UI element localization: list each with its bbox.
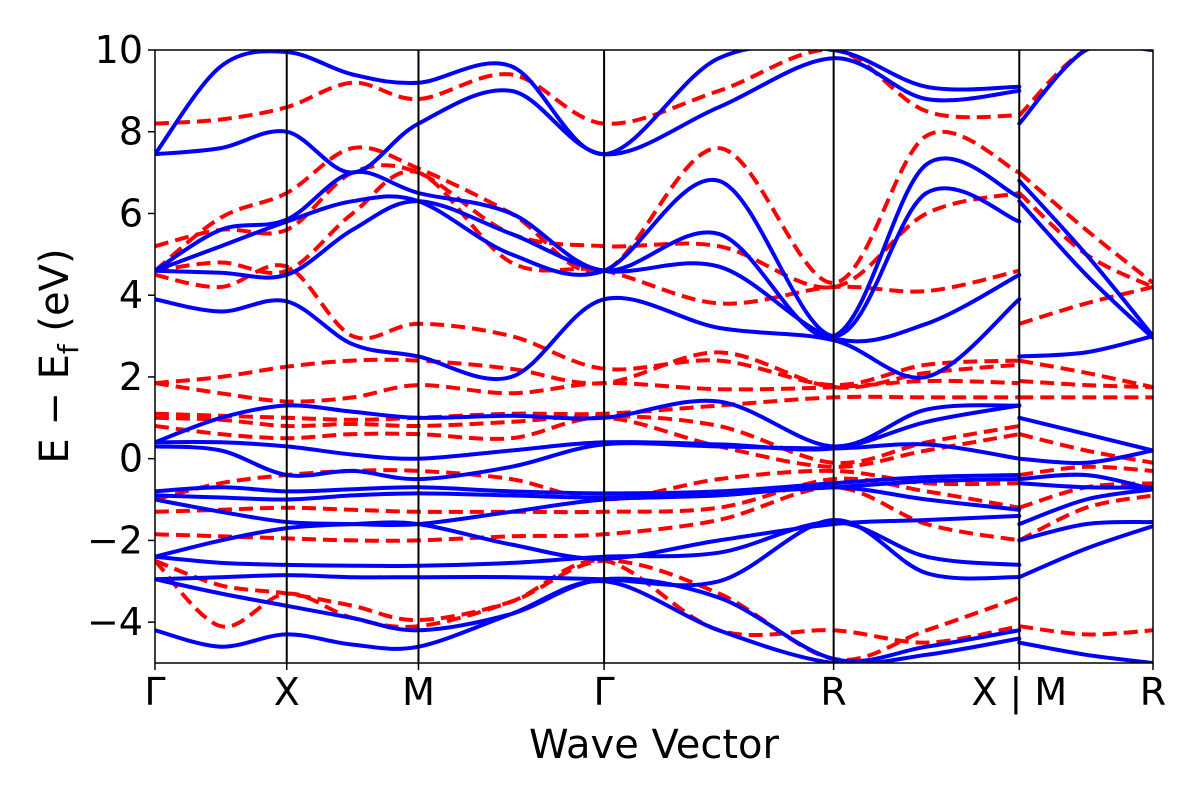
solid-band-line — [1017, 640, 1153, 663]
solid-band-line — [1017, 415, 1153, 453]
y-axis-title: E − Ef (eV) — [32, 248, 85, 463]
dashed-band-line — [1019, 464, 1153, 477]
y-tick-label: 2 — [119, 355, 143, 399]
x-tick-label: R — [1140, 670, 1166, 714]
solid-band-line — [155, 56, 1022, 175]
dashed-band-line — [155, 415, 1020, 469]
dashed-band-line — [155, 468, 1020, 502]
x-tick-label: Γ — [594, 670, 615, 714]
y-axis-ticks: −4 −2 0 2 4 6 8 10 — [87, 28, 155, 644]
y-tick-label: 8 — [119, 110, 143, 154]
solid-band-line — [155, 441, 1022, 482]
solid-band-line — [155, 477, 1022, 502]
solid-band-line — [1017, 199, 1153, 341]
x-tick-label: R — [820, 670, 846, 714]
plot-frame — [154, 49, 1154, 664]
dashed-band-line — [155, 163, 1020, 290]
solid-band-line — [155, 485, 1022, 528]
y-axis-title-main: E − E — [32, 354, 78, 464]
bands-layer — [155, 50, 1153, 663]
x-tick-label: X — [274, 670, 300, 714]
solid-band-line — [1017, 448, 1153, 466]
dashed-band-line — [155, 413, 1020, 466]
dashed-band-line — [1018, 358, 1153, 390]
dashed-band-line — [155, 50, 1020, 126]
dashed-band-line — [155, 169, 1020, 306]
dashed-band-line — [155, 350, 1020, 390]
y-tick-label: 10 — [95, 28, 143, 72]
solid-band-line — [155, 199, 1022, 344]
solid-band-line — [155, 473, 1022, 496]
dashed-band-line — [155, 558, 1020, 645]
dashed-band-line — [1019, 624, 1153, 637]
dashed-band-line — [155, 263, 1020, 388]
x-tick-label: Γ — [144, 670, 165, 714]
solid-band-line — [1017, 520, 1153, 543]
dashed-band-line — [1017, 171, 1153, 285]
y-tick-label: −4 — [87, 600, 143, 644]
y-tick-label: 0 — [119, 437, 143, 481]
dashed-band-line — [155, 129, 1021, 285]
y-axis-title-subscript: f — [52, 343, 85, 354]
solid-band-line — [155, 576, 1022, 663]
y-tick-label: 4 — [119, 273, 143, 317]
solid-band-line — [155, 403, 1022, 461]
x-tick-label: X | M — [971, 670, 1067, 715]
solid-band-line — [1017, 472, 1153, 492]
y-tick-label: −2 — [87, 518, 143, 562]
x-axis-ticks: Γ X M Γ R X | M R — [144, 663, 1166, 715]
high-symmetry-lines — [285, 50, 1021, 663]
dashed-band-line — [1018, 432, 1153, 465]
dashed-band-line — [1019, 379, 1153, 390]
x-axis-title: Wave Vector — [529, 722, 780, 768]
solid-band-line — [155, 519, 1022, 568]
solid-band-line — [1017, 487, 1153, 527]
y-tick-label: 6 — [119, 191, 143, 235]
y-axis-title-unit: (eV) — [32, 248, 78, 344]
solid-band-line — [1017, 178, 1153, 339]
solid-band-line — [155, 50, 1022, 157]
solid-band-line — [155, 177, 1022, 339]
solid-band-line — [1017, 334, 1153, 359]
solid-band-line — [1017, 50, 1153, 126]
dashed-band-line — [155, 558, 1020, 662]
dashed-band-line — [1018, 285, 1153, 326]
dashed-band-line — [1017, 50, 1153, 117]
x-tick-label: M — [402, 670, 435, 714]
solid-band-line — [1017, 524, 1153, 580]
dashed-band-line — [155, 485, 1020, 543]
dashed-band-line — [1018, 493, 1153, 543]
solid-band-line — [155, 398, 1022, 449]
solid-band-line — [155, 513, 1022, 561]
